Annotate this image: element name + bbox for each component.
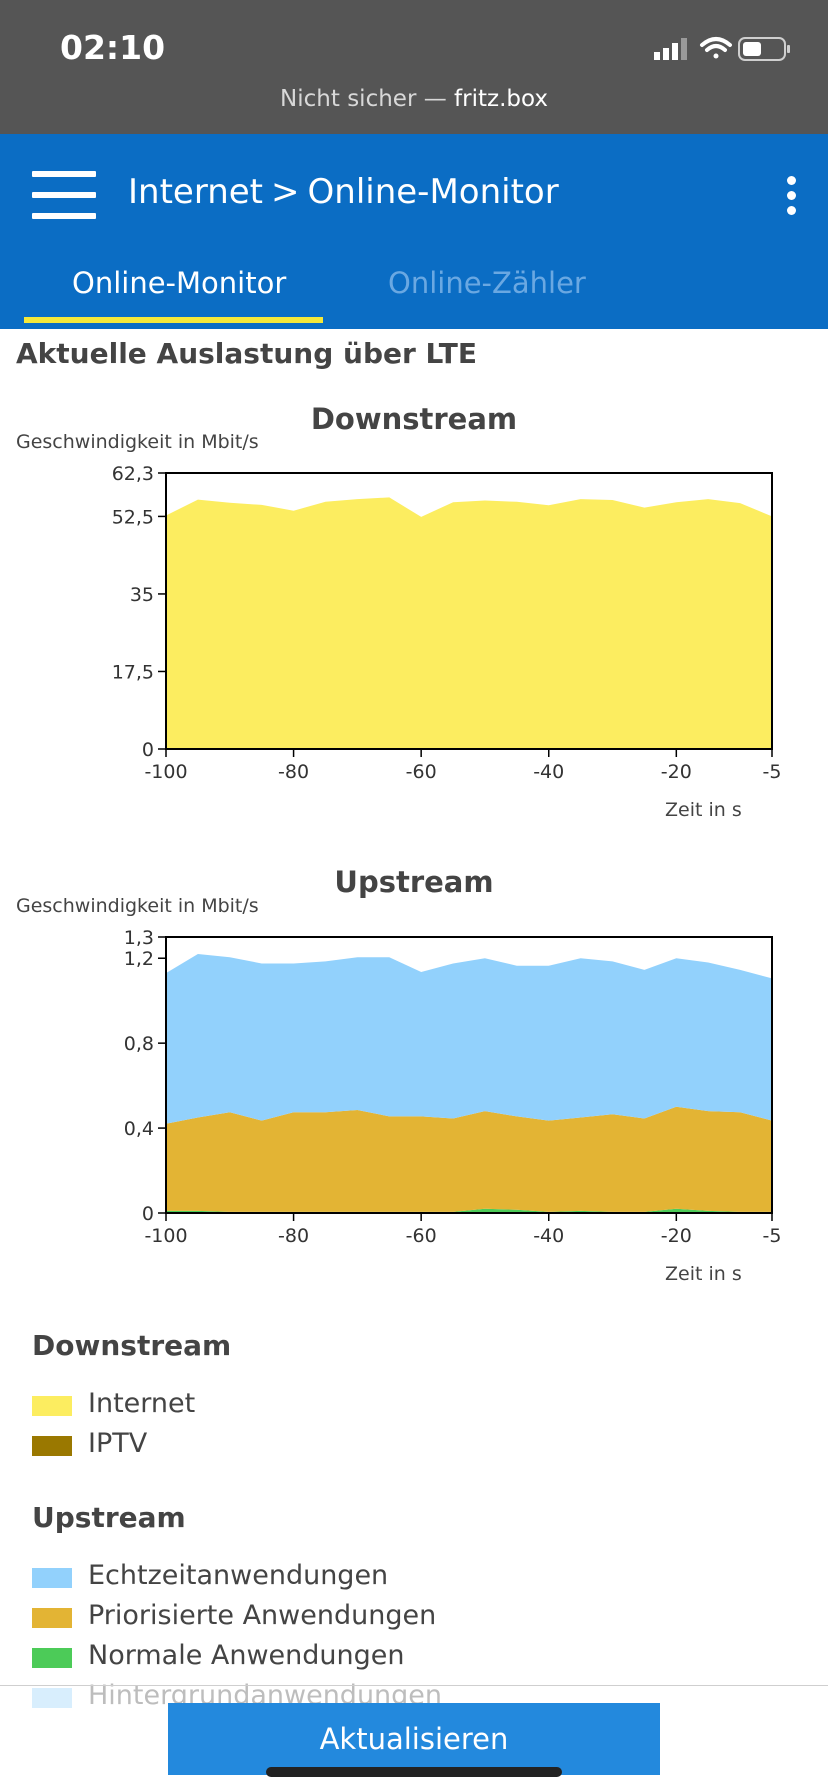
legend-label: Priorisierte Anwendungen — [88, 1600, 437, 1631]
legend-swatch — [32, 1648, 72, 1668]
hamburger-menu-icon[interactable] — [32, 171, 96, 219]
upstream-area-0 — [166, 1208, 772, 1213]
app-header: Internet > Online-Monitor Online-Monitor O… — [0, 134, 828, 329]
upstream-y-tick-label: 1,2 — [124, 948, 154, 970]
home-indicator — [266, 1767, 562, 1777]
downstream-x-axis-label: Zeit in s — [665, 799, 742, 821]
status-time: 02:10 — [60, 28, 166, 67]
upstream-y-tick-label: 0,4 — [124, 1118, 154, 1140]
url-bar[interactable]: Nicht sicher — fritz.box — [0, 86, 828, 112]
legend-label: Echtzeitanwendungen — [88, 1560, 389, 1591]
signal-icon — [654, 38, 687, 60]
more-vertical-icon[interactable] — [784, 176, 798, 216]
section-title: Aktuelle Auslastung über LTE — [16, 337, 477, 370]
upstream-area-2 — [166, 954, 772, 1124]
legend-upstream-title: Upstream — [32, 1501, 186, 1534]
status-indicators — [654, 37, 790, 61]
legend-label: IPTV — [88, 1428, 148, 1459]
downstream-area-0 — [166, 497, 772, 749]
upstream-y-tick-label: 0 — [142, 1203, 154, 1225]
url-host: fritz.box — [454, 86, 548, 112]
refresh-button[interactable]: Aktualisieren — [168, 1703, 660, 1775]
upstream-plot-frame — [165, 936, 773, 1214]
downstream-y-tick-label: 35 — [130, 584, 154, 606]
upstream-x-tick-label: -60 — [406, 1225, 437, 1243]
url-security-label: Nicht sicher — — [280, 86, 455, 112]
wifi-icon — [700, 37, 732, 59]
upstream-x-tick-label: -5 — [763, 1225, 782, 1243]
legend-downstream-title: Downstream — [32, 1329, 232, 1362]
upstream-chart: 0 0,4 0,8 1,21,3 -100 -80 -60 -40 -20 -5 — [124, 927, 782, 1243]
legend-swatch — [32, 1688, 72, 1708]
chevron-right-icon: > — [271, 172, 300, 212]
upstream-y-tick-label: 0,8 — [124, 1033, 154, 1055]
tab-online-zaehler[interactable]: Online-Zähler — [388, 266, 586, 300]
breadcrumb-current: Online-Monitor — [307, 172, 559, 212]
status-icons — [654, 34, 794, 64]
upstream-x-tick-label: -40 — [533, 1225, 564, 1243]
upstream-y-tick-label: 1,3 — [124, 927, 154, 949]
breadcrumb: Internet > Online-Monitor — [128, 172, 559, 212]
downstream-x-tick-label: -100 — [144, 761, 187, 779]
legend-label: Normale Anwendungen — [88, 1640, 405, 1671]
legend-label: Internet — [88, 1388, 196, 1419]
downstream-chart-title: Downstream — [310, 402, 518, 436]
legend-swatch — [32, 1436, 72, 1456]
downstream-x-tick-label: -80 — [278, 761, 309, 779]
upstream-area-1 — [166, 1106, 772, 1212]
upstream-x-tick-label: -20 — [661, 1225, 692, 1243]
downstream-y-tick-label: 52,5 — [112, 506, 154, 528]
upstream-x-tick-label: -100 — [144, 1225, 187, 1243]
downstream-x-tick-label: -40 — [533, 761, 564, 779]
downstream-y-tick-label: 62,3 — [112, 463, 154, 485]
legend-swatch — [32, 1396, 72, 1416]
upstream-y-axis-label: Geschwindigkeit in Mbit/s — [16, 895, 259, 917]
downstream-x-tick-label: -5 — [763, 761, 782, 779]
active-tab-indicator — [24, 317, 323, 323]
downstream-plot-frame — [165, 472, 773, 750]
upstream-x-axis-label: Zeit in s — [665, 1263, 742, 1285]
battery-icon — [738, 37, 790, 61]
downstream-x-tick-label: -60 — [406, 761, 437, 779]
status-bar: 02:10 Nicht sicher — fritz.box — [0, 0, 828, 134]
downstream-y-tick-label: 17,5 — [112, 661, 154, 683]
downstream-y-axis-label: Geschwindigkeit in Mbit/s — [16, 431, 259, 453]
upstream-chart-title: Upstream — [334, 865, 494, 899]
tab-online-monitor[interactable]: Online-Monitor — [72, 266, 287, 300]
downstream-chart: 0 17,5 35 52,5 62,3 -100 -80 -60 -40 -20 -5 — [112, 463, 782, 779]
footer-divider — [0, 1685, 828, 1686]
breadcrumb-parent[interactable]: Internet — [128, 172, 264, 212]
downstream-x-tick-label: -20 — [661, 761, 692, 779]
legend-swatch — [32, 1568, 72, 1588]
downstream-y-tick-label: 0 — [142, 739, 154, 761]
legend-swatch — [32, 1608, 72, 1628]
upstream-x-tick-label: -80 — [278, 1225, 309, 1243]
